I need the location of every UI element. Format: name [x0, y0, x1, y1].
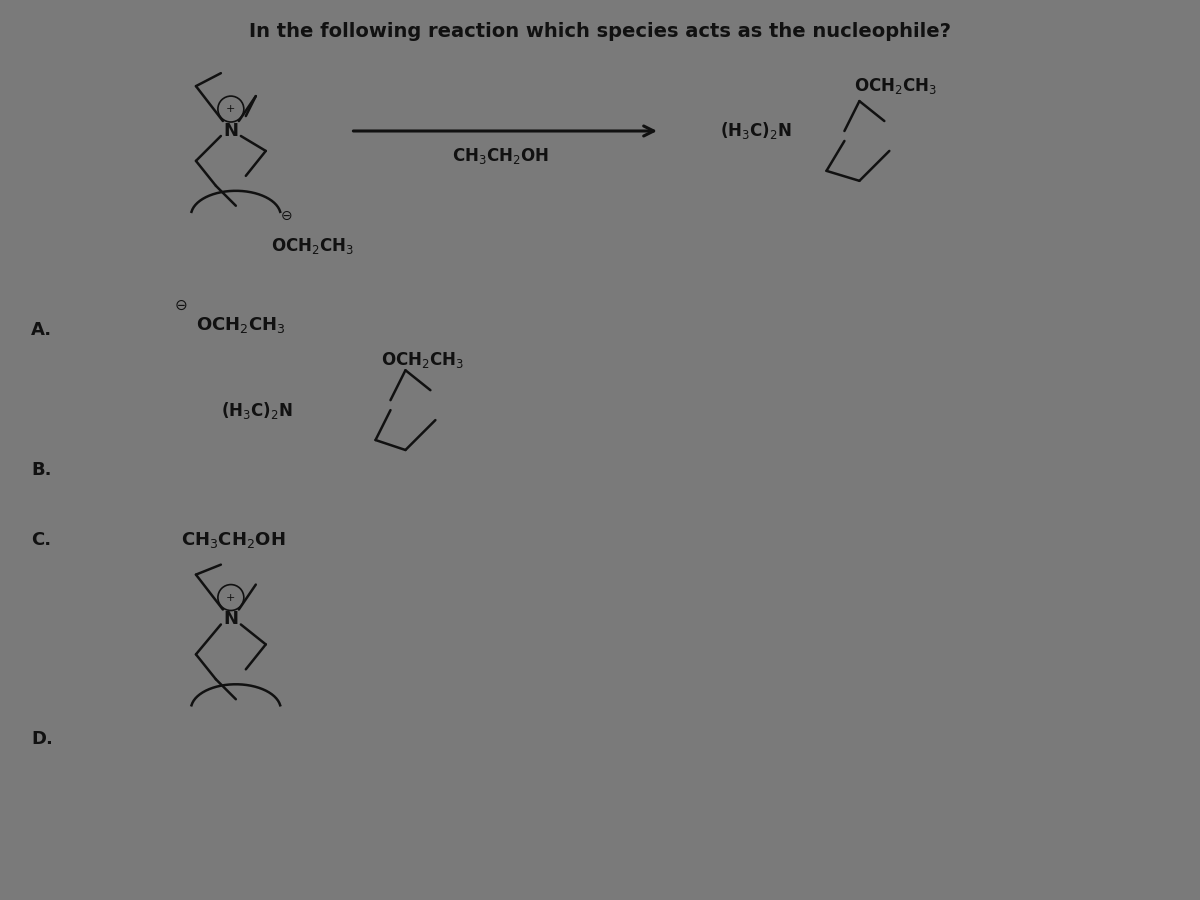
Text: CH$_3$CH$_2$OH: CH$_3$CH$_2$OH: [181, 530, 286, 550]
Text: N: N: [223, 610, 239, 628]
Text: $\ominus$: $\ominus$: [280, 209, 292, 222]
Text: CH$_3$CH$_2$OH: CH$_3$CH$_2$OH: [451, 146, 548, 166]
Text: OCH$_2$CH$_3$: OCH$_2$CH$_3$: [380, 350, 463, 370]
Text: (H$_3$C)$_2$N: (H$_3$C)$_2$N: [720, 121, 792, 141]
Text: B.: B.: [31, 461, 52, 479]
Text: OCH$_2$CH$_3$: OCH$_2$CH$_3$: [854, 76, 937, 96]
Text: +: +: [226, 104, 235, 114]
Text: $\ominus$: $\ominus$: [174, 298, 187, 313]
Text: C.: C.: [31, 531, 52, 549]
Text: OCH$_2$CH$_3$: OCH$_2$CH$_3$: [271, 236, 354, 256]
Text: OCH$_2$CH$_3$: OCH$_2$CH$_3$: [196, 315, 286, 336]
Text: (H$_3$C)$_2$N: (H$_3$C)$_2$N: [221, 400, 293, 420]
Text: D.: D.: [31, 730, 53, 748]
Text: In the following reaction which species acts as the nucleophile?: In the following reaction which species …: [250, 22, 952, 40]
Text: +: +: [226, 592, 235, 602]
Text: N: N: [223, 122, 239, 140]
Text: A.: A.: [31, 321, 53, 339]
